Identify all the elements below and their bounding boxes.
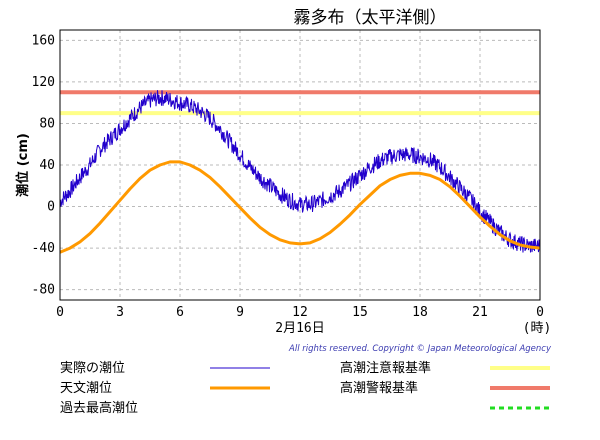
x-axis-ticks: 0 3 6 9 12 15 18 21 0 [56,305,544,320]
legend-label-advisory: 高潮注意報基準 [340,360,431,376]
x-tick-label: 0 [536,305,544,320]
y-axis-label: 潮位 (cm) [15,133,31,197]
x-tick-label: 12 [292,305,308,320]
series-lines [59,90,541,254]
y-tick-label: 40 [39,158,55,173]
y-tick-label: 80 [39,116,55,131]
x-tick-label: 18 [412,305,428,320]
actual-tide-line [59,90,541,253]
chart-title: 霧多布（太平洋側） [294,8,447,28]
x-tick-label: 9 [236,305,244,320]
x-tick-label: 3 [116,305,124,320]
y-tick-label: -80 [32,283,55,298]
legend-label-actual: 実際の潮位 [60,360,125,376]
y-axis-ticks: 160 120 80 40 0 -40 -80 [32,33,55,297]
plot-frame [59,29,541,301]
x-tick-label: 0 [56,305,64,320]
y-tick-label: -40 [32,241,55,256]
legend-label-astronomical: 天文潮位 [60,381,112,396]
x-axis-unit: (時) [523,321,552,336]
grid-lines [60,30,540,300]
legend-label-record-high: 過去最高潮位 [60,400,138,416]
x-tick-label: 21 [472,305,488,320]
legend-label-warning: 高潮警報基準 [340,380,418,396]
x-tick-label: 15 [352,305,368,320]
copyright-text: All rights reserved. Copyright © Japan M… [288,344,552,354]
y-tick-label: 120 [32,75,55,90]
x-tick-label: 6 [176,305,184,320]
y-tick-label: 160 [32,33,55,48]
legend: 実際の潮位 天文潮位 過去最高潮位 高潮注意報基準 高潮警報基準 [60,360,550,416]
astronomical-tide-line [59,160,541,254]
y-tick-label: 0 [47,200,55,215]
x-axis-label: 2月16日 [275,321,324,336]
threshold-lines [60,90,540,116]
